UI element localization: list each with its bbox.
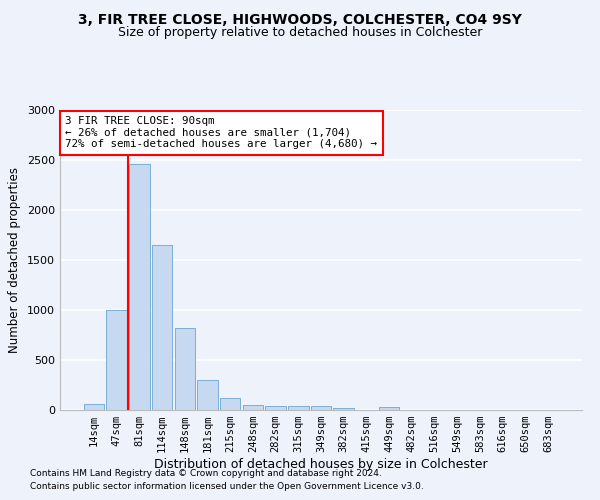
- Text: Size of property relative to detached houses in Colchester: Size of property relative to detached ho…: [118, 26, 482, 39]
- Y-axis label: Number of detached properties: Number of detached properties: [8, 167, 22, 353]
- Bar: [106, 310, 127, 410]
- Bar: [84, 404, 104, 410]
- X-axis label: Distribution of detached houses by size in Colchester: Distribution of detached houses by size …: [154, 458, 488, 471]
- Bar: [288, 406, 308, 410]
- Bar: [379, 407, 400, 410]
- Bar: [242, 404, 263, 410]
- Bar: [265, 406, 286, 410]
- Bar: [129, 164, 149, 410]
- Bar: [197, 380, 218, 410]
- Text: 3 FIR TREE CLOSE: 90sqm
← 26% of detached houses are smaller (1,704)
72% of semi: 3 FIR TREE CLOSE: 90sqm ← 26% of detache…: [65, 116, 377, 149]
- Text: Contains public sector information licensed under the Open Government Licence v3: Contains public sector information licen…: [30, 482, 424, 491]
- Text: 3, FIR TREE CLOSE, HIGHWOODS, COLCHESTER, CO4 9SY: 3, FIR TREE CLOSE, HIGHWOODS, COLCHESTER…: [78, 12, 522, 26]
- Bar: [220, 398, 241, 410]
- Text: Contains HM Land Registry data © Crown copyright and database right 2024.: Contains HM Land Registry data © Crown c…: [30, 468, 382, 477]
- Bar: [311, 406, 331, 410]
- Bar: [334, 408, 354, 410]
- Bar: [175, 328, 195, 410]
- Bar: [152, 245, 172, 410]
